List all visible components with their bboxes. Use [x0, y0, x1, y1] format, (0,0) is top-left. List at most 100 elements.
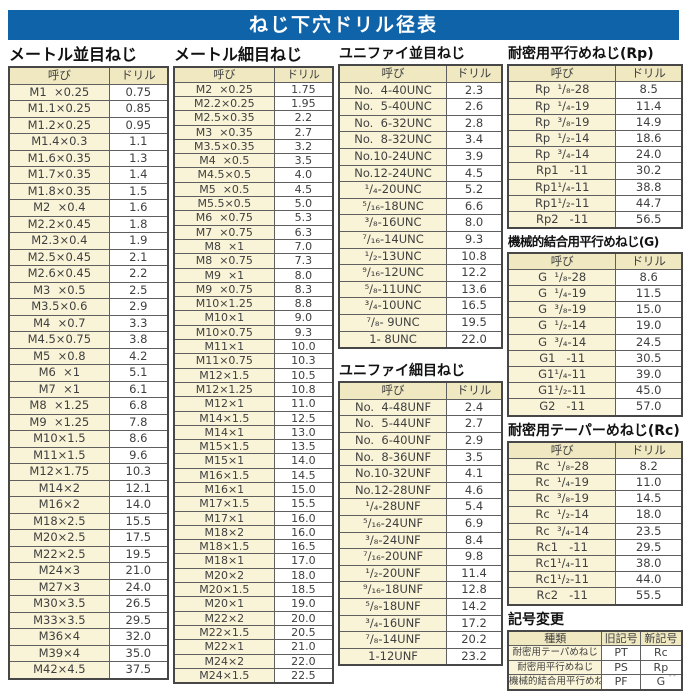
- thread-designation-cell: ¹/₄-28UNF: [338, 498, 448, 517]
- drill-value-cell: 13.5: [273, 439, 334, 455]
- thread-designation-cell: Rc1¹/₂-11: [507, 571, 617, 589]
- drill-value-cell: 7.8: [108, 413, 169, 432]
- thread-designation-cell: M15×1: [173, 453, 275, 469]
- thread-designation-cell: M12×1.75: [8, 463, 110, 481]
- table-row: M8 ×0.75 7.3: [173, 253, 334, 269]
- thread-designation-cell: M22×1.5: [173, 624, 275, 641]
- thread-designation-cell: G ³/₈-19: [507, 301, 617, 319]
- table-row: M10×1 9.0: [173, 310, 334, 326]
- thread-designation-cell: M7 ×1: [8, 380, 110, 399]
- thread-designation-cell: M22×2.5: [8, 545, 110, 564]
- drill-value-cell: Rc: [639, 645, 683, 661]
- thread-designation-cell: No. 5-44UNF: [338, 415, 448, 434]
- thread-designation-cell: ⁵/₈-18UNF: [338, 598, 448, 616]
- drill-value-cell: 5.1: [108, 364, 169, 382]
- section-heading: ユニファイ細目ねじ: [339, 363, 465, 380]
- thread-designation-cell: M16×1.5: [173, 467, 275, 484]
- drill-value-cell: 16.0: [273, 524, 334, 541]
- table-row: ⁵/₈-18UNF 14.2: [338, 598, 503, 616]
- table-row: No. 4-48UNF 2.4: [338, 398, 503, 417]
- column-unified: ユニファイ並目ねじ 呼び ドリル No. 4-40UNC 2.3 No. 5-40UN…: [338, 44, 503, 667]
- thread-designation-cell: No.12-24UNC: [338, 164, 448, 183]
- thread-designation-cell: ⁷/₁₆-14UNC: [338, 231, 448, 249]
- table-row: M14×1 13.0: [173, 424, 334, 441]
- thread-designation-cell: M14×1.5: [173, 410, 275, 426]
- thread-designation-cell: M16×2: [8, 496, 110, 514]
- drill-value-cell: 9.3: [273, 324, 334, 341]
- section-metric-fine: メートル細目ねじ 呼び ドリル M2 ×0.25 1.75 M2.2×0.25 1.95…: [173, 45, 334, 685]
- table-row: 耐密用平行めねじ PS Rp: [507, 659, 683, 676]
- section-metric-coarse: メートル並目ねじ 呼び ドリル M1 ×0.25 0.75 M1.1×0.25 0.85…: [8, 45, 169, 680]
- section-heading: メートル並目ねじ: [9, 45, 138, 64]
- drill-value-cell: 24.5: [615, 333, 683, 351]
- section-heading: 耐密用テーパーめねじ(Rc): [508, 422, 680, 439]
- table-row: M1 ×0.25 0.75: [8, 83, 169, 102]
- drill-value-cell: 30.5: [615, 349, 683, 367]
- drill-value-cell: 18.6: [615, 129, 683, 148]
- thread-designation-cell: M1.7×0.35: [8, 166, 110, 184]
- table-row: M9 ×1 8.0: [173, 267, 334, 283]
- thread-designation-cell: 耐密用平行めねじ: [507, 659, 603, 676]
- thread-designation-cell: M1.8×0.35: [8, 182, 110, 201]
- thread-designation-cell: 1- 8UNC: [338, 330, 448, 349]
- table-row: M1.2×0.25 0.95: [8, 116, 169, 135]
- table-row: M4.5×0.5 4.0: [173, 167, 334, 183]
- drill-value-cell: 2.9: [108, 298, 169, 316]
- drill-value-cell: 3.5: [446, 448, 503, 467]
- page-corner-mark: --: [668, 671, 677, 681]
- thread-designation-cell: M27×3: [8, 578, 110, 597]
- thread-designation-cell: M16×1: [173, 481, 275, 498]
- drill-value-cell: 9.8: [446, 548, 503, 566]
- column-header: 呼び: [507, 64, 617, 83]
- table-row: M2.5×0.35 2.2: [173, 110, 334, 126]
- table-row: M22×1 21.0: [173, 639, 334, 655]
- drill-value-cell: 13.6: [446, 280, 503, 299]
- thread-designation-cell: 機械的結合用平行めねじ: [507, 674, 603, 691]
- thread-designation-cell: ³/₄-16UNF: [338, 614, 448, 633]
- drill-value-cell: 35.0: [108, 644, 169, 663]
- table-header-row: 呼び ドリル: [338, 381, 503, 400]
- table-row: No.12-24UNC 4.5: [338, 164, 503, 183]
- table-row: M5 ×0.8 4.2: [8, 347, 169, 366]
- thread-designation-cell: Rc ¹/₂-14: [507, 506, 617, 524]
- drill-value-cell: 56.5: [615, 210, 683, 229]
- drill-value-cell: 14.9: [615, 113, 683, 131]
- drill-value-cell: 38.0: [615, 555, 683, 573]
- table-row: ³/₄-10UNC 16.5: [338, 297, 503, 315]
- column-header: 呼び: [507, 441, 617, 459]
- table-row: 1- 8UNC 22.0: [338, 330, 503, 349]
- drill-value-cell: 6.9: [446, 515, 503, 533]
- thread-designation-cell: M24×3: [8, 562, 110, 580]
- thread-designation-cell: 1-12UNF: [338, 647, 448, 666]
- thread-designation-cell: G ³/₄-14: [507, 333, 617, 351]
- thread-designation-cell: G ¹/₂-14: [507, 317, 617, 335]
- thread-designation-cell: ⁷/₈-14UNF: [338, 631, 448, 649]
- table-row: G1 -11 30.5: [507, 349, 683, 367]
- thread-designation-cell: M33×3.5: [8, 611, 110, 630]
- thread-designation-cell: 耐密用テーパめねじ: [507, 645, 603, 661]
- drill-value-cell: 14.0: [108, 496, 169, 514]
- drill-value-cell: 2.9: [446, 432, 503, 450]
- table-row: M22×1.5 20.5: [173, 624, 334, 641]
- table-row: Rp ³/₄-14 24.0: [507, 146, 683, 164]
- thread-designation-cell: M3 ×0.5: [8, 281, 110, 300]
- thread-designation-cell: M4 ×0.5: [173, 153, 275, 169]
- drill-value-cell: 22.5: [273, 667, 334, 684]
- rc-table: 呼び ドリル Rc ¹/₈-28 8.2 Rc ¹/₄-19 11.0 Rc ³/₈-19…: [507, 440, 683, 606]
- drill-value-cell: 44.7: [615, 194, 683, 212]
- thread-designation-cell: Rp1¹/₂-11: [507, 194, 617, 212]
- column-header: ドリル: [446, 381, 503, 400]
- table-row: M24×2 22.0: [173, 653, 334, 669]
- table-row: ³/₈-16UNC 8.0: [338, 214, 503, 233]
- thread-designation-cell: M5 ×0.8: [8, 347, 110, 366]
- thread-designation-cell: No.10-32UNF: [338, 465, 448, 483]
- table-row: ⁵/₁₆-24UNF 6.9: [338, 515, 503, 533]
- drill-value-cell: 20.0: [273, 610, 334, 626]
- thread-designation-cell: M2.6×0.45: [8, 265, 110, 283]
- drill-value-cell: 26.5: [108, 595, 169, 613]
- table-row: ¹/₂-20UNF 11.4: [338, 564, 503, 583]
- table-row: M18×2.5 15.5: [8, 512, 169, 531]
- table-row: G ³/₄-14 24.5: [507, 333, 683, 351]
- thread-designation-cell: G1¹/₄-11: [507, 365, 617, 384]
